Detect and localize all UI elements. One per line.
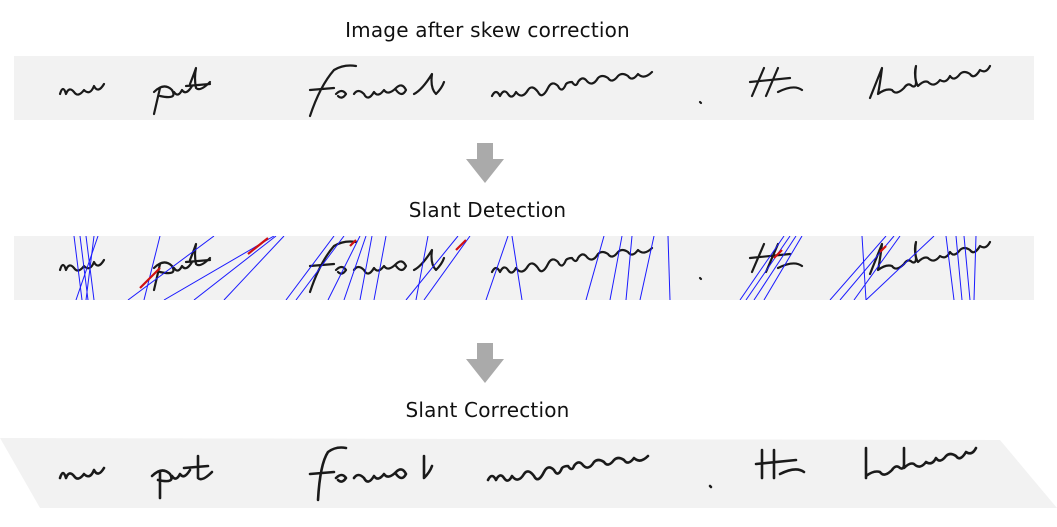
slant-corrected-strip	[0, 438, 1057, 510]
detected-stroke-segments	[139, 237, 887, 289]
down-arrow-icon	[466, 343, 504, 383]
handwriting-line	[58, 64, 992, 118]
handwriting-line	[58, 446, 978, 502]
detect-caption: Slant Detection	[408, 198, 567, 222]
correct-caption: Slant Correction	[405, 398, 570, 422]
slant-detection-strip	[14, 236, 1034, 300]
skew-corrected-strip	[14, 56, 1034, 120]
down-arrow-icon	[466, 143, 504, 183]
skew-caption: Image after skew correction	[345, 18, 630, 42]
